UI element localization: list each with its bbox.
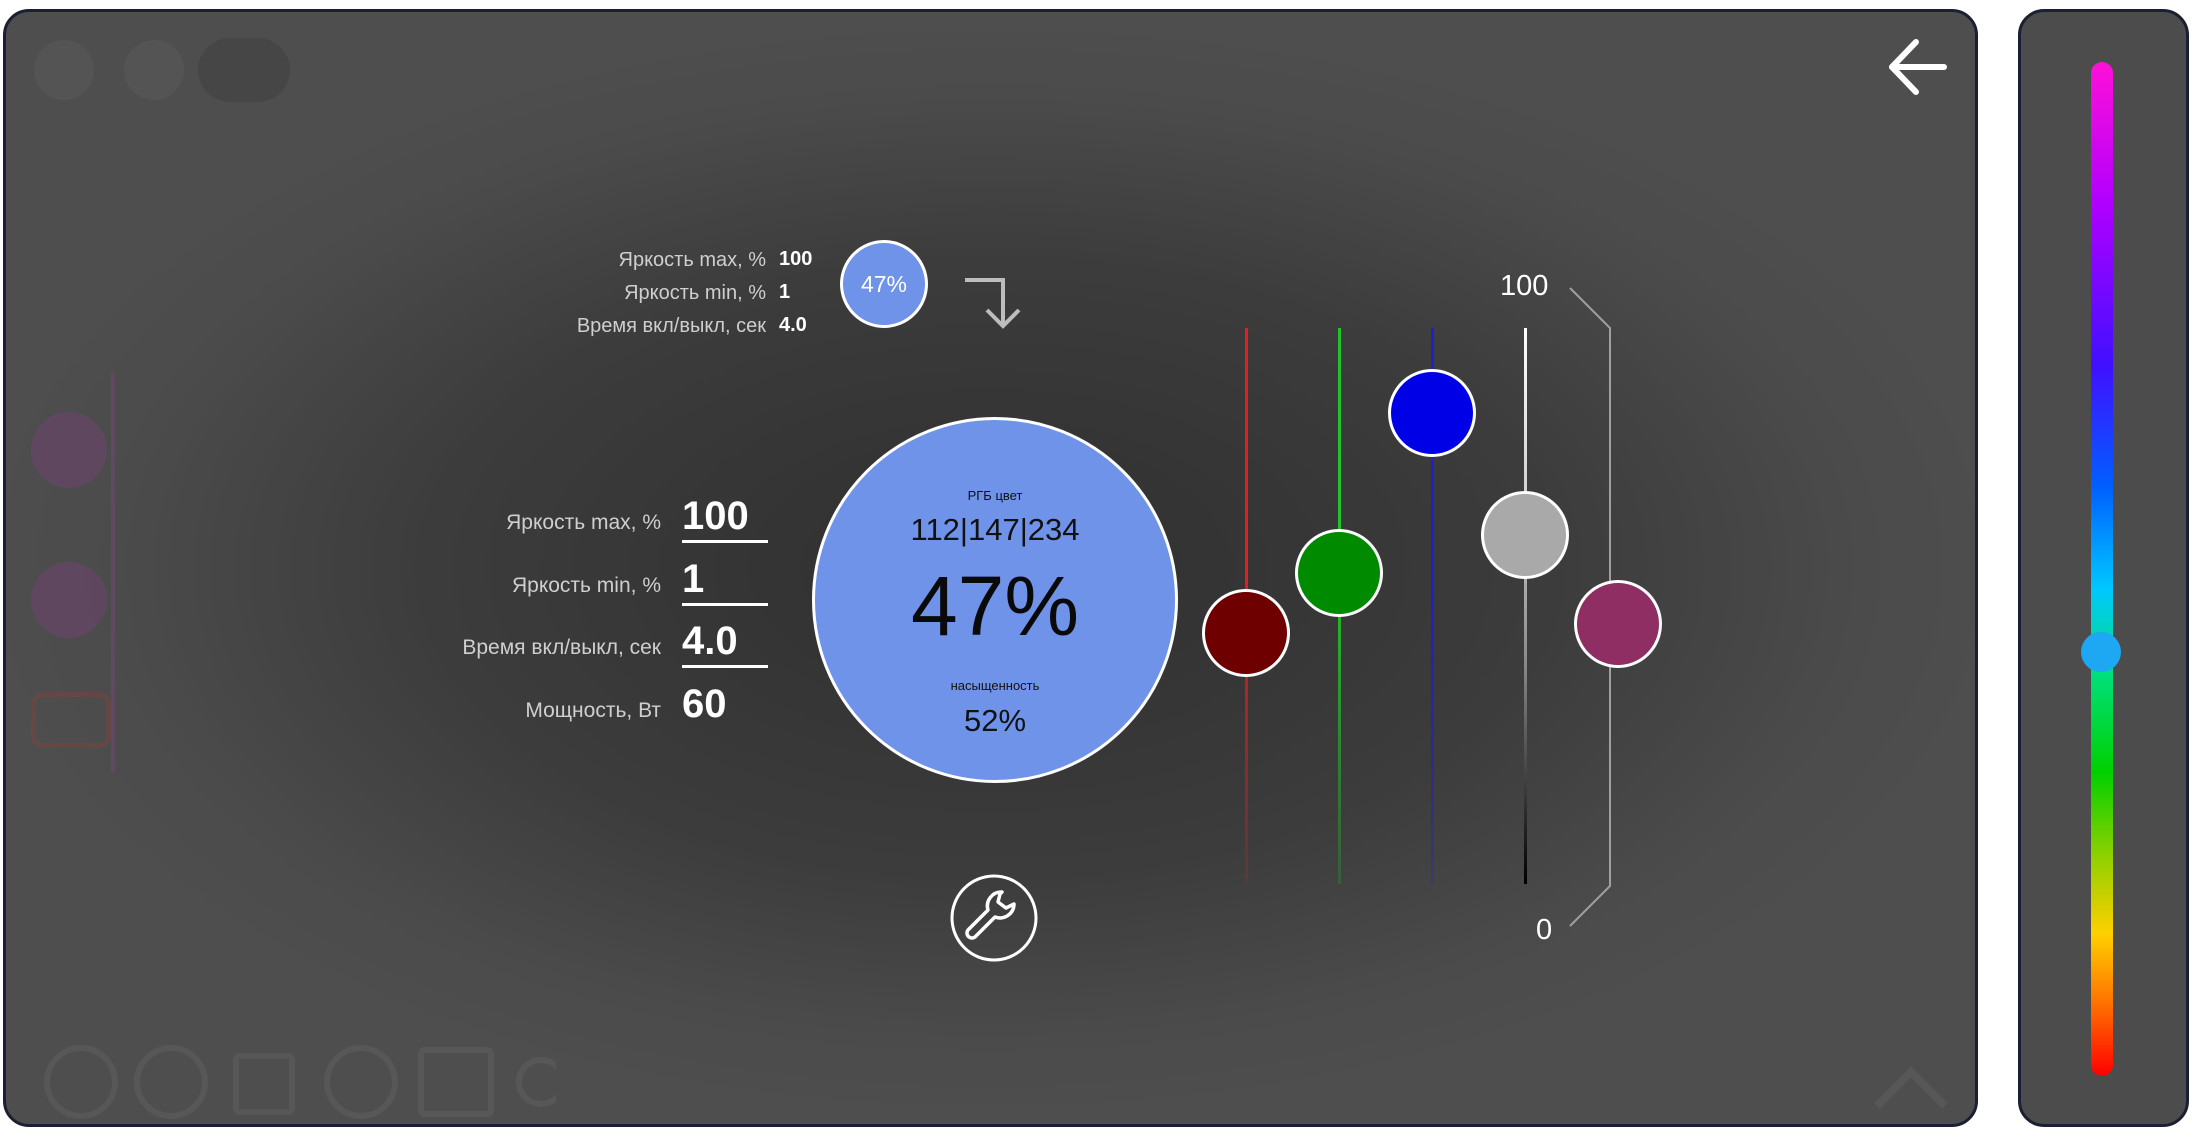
white-slider-knob[interactable]	[1481, 491, 1569, 579]
saturation-caption: насыщенность	[950, 678, 1040, 693]
summary-fade-time-value: 4.0	[779, 314, 807, 336]
fade-time-label: Время вкл/выкл, сек	[462, 636, 661, 659]
summary-brightness-min-value: 1	[779, 281, 791, 303]
bg-line	[111, 372, 115, 772]
bg-dot	[124, 40, 184, 100]
hue-panel	[2018, 9, 2189, 1127]
bg-circle	[31, 412, 107, 488]
blue-slider-knob[interactable]	[1388, 369, 1476, 457]
arrow-down-return-icon[interactable]	[961, 274, 1027, 332]
saturation-slider-knob[interactable]	[1574, 580, 1662, 668]
summary-brightness-min-label: Яркость min, %	[624, 282, 766, 304]
bg-signal-icon	[31, 692, 111, 748]
bg-chevron-up-icon	[1874, 1066, 1948, 1109]
fade-time-field[interactable]: 4.0	[682, 621, 768, 668]
red-slider-knob[interactable]	[1202, 589, 1290, 677]
color-preview-percent: 47%	[860, 270, 908, 297]
saturation-value: 52%	[963, 703, 1027, 738]
brightness-max-field[interactable]: 100	[682, 496, 768, 543]
params-labels: Яркость max, % Яркость min, % Время вкл/…	[386, 492, 661, 742]
summary-fade-time-label: Время вкл/выкл, сек	[576, 315, 766, 337]
rgb-value: 112|147|234	[910, 512, 1080, 547]
brightness-max-label: Яркость max, %	[506, 511, 661, 534]
brightness-min-field[interactable]: 1	[682, 559, 768, 606]
scale-max-label: 100	[1500, 270, 1549, 302]
green-slider-knob[interactable]	[1295, 529, 1383, 617]
rgb-caption: РГБ цвет	[967, 488, 1023, 503]
white-slider-track[interactable]	[1524, 328, 1527, 884]
lamp-settings-panel: Яркость max, % Яркость min, % Время вкл/…	[3, 9, 1978, 1127]
arrow-left-icon[interactable]	[1886, 38, 1950, 96]
background-ui	[6, 12, 1975, 1124]
blue-slider-track[interactable]	[1431, 328, 1434, 884]
hue-slider-track[interactable]	[2091, 62, 2113, 1076]
brightness-percent: 47%	[910, 559, 1080, 653]
wrench-icon[interactable]	[948, 872, 1040, 964]
bg-toolbar-icons	[44, 1045, 556, 1119]
bg-circle	[31, 562, 107, 638]
power-value: 60	[682, 682, 727, 726]
summary-brightness-max-label: Яркость max, %	[618, 249, 766, 271]
color-preview-circle[interactable]: 47%	[840, 240, 928, 328]
summary-labels: Яркость max, % Яркость min, % Время вкл/…	[506, 237, 766, 347]
brightness-min-label: Яркость min, %	[511, 574, 661, 597]
bg-dot	[34, 40, 94, 100]
scale-min-label: 0	[1536, 914, 1553, 946]
hue-slider-knob[interactable]	[2081, 632, 2121, 672]
power-label: Мощность, Вт	[525, 699, 661, 722]
bg-pill	[198, 38, 290, 102]
summary-brightness-max-value: 100	[779, 248, 813, 270]
color-circle[interactable]: РГБ цвет 112|147|234 47% насыщенность 52…	[812, 417, 1178, 783]
